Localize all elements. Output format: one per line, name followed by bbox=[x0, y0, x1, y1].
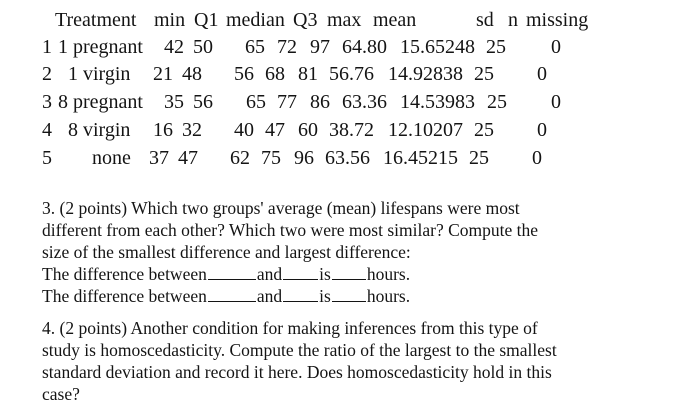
cell-missing: 0 bbox=[551, 91, 561, 113]
cell-missing: 0 bbox=[532, 147, 542, 169]
cell-missing: 0 bbox=[537, 63, 547, 85]
question-4-line: standard deviation and record it here. D… bbox=[42, 362, 552, 382]
cell-missing: 0 bbox=[551, 36, 561, 58]
cell-sd: 12.10207 bbox=[388, 119, 463, 141]
cell-n: 25 bbox=[487, 91, 507, 113]
answer-blank-difference[interactable] bbox=[331, 264, 366, 280]
header-treatment: Treatment bbox=[55, 9, 137, 31]
answer-blank-group-a[interactable] bbox=[207, 264, 256, 280]
cell-mean: 64.80 bbox=[342, 36, 387, 58]
cell-sd: 14.53983 bbox=[400, 91, 475, 113]
header-min: min bbox=[154, 9, 186, 31]
cell-q3: 47 bbox=[265, 119, 285, 141]
answer-blank-group-a[interactable] bbox=[207, 286, 256, 302]
cell-sd: 16.45215 bbox=[383, 147, 458, 169]
cell-sd: 15.65248 bbox=[400, 36, 475, 58]
cell-max: 96 bbox=[294, 147, 314, 169]
fill-in-is: is bbox=[319, 286, 331, 306]
cell-mean: 56.76 bbox=[329, 63, 374, 85]
cell-mean: 63.56 bbox=[325, 147, 370, 169]
cell-min: 21 bbox=[153, 63, 173, 85]
cell-q3: 75 bbox=[261, 147, 281, 169]
fill-in-and: and bbox=[256, 286, 283, 306]
header-sd: sd bbox=[476, 9, 494, 31]
cell-treatment: none bbox=[92, 147, 131, 169]
row-index: 5 bbox=[42, 147, 52, 169]
cell-sd: 14.92838 bbox=[388, 63, 463, 85]
cell-max: 81 bbox=[298, 63, 318, 85]
question-3-line: different from each other? Which two wer… bbox=[42, 220, 538, 240]
cell-treatment: 8 virgin bbox=[68, 119, 131, 141]
cell-q3: 77 bbox=[277, 91, 297, 113]
cell-mean: 63.36 bbox=[342, 91, 387, 113]
cell-max: 86 bbox=[310, 91, 330, 113]
cell-median: 65 bbox=[246, 91, 266, 113]
cell-median: 40 bbox=[234, 119, 254, 141]
header-q3: Q3 bbox=[293, 9, 318, 31]
row-index: 4 bbox=[42, 119, 52, 141]
cell-q1: 56 bbox=[193, 91, 213, 113]
cell-missing: 0 bbox=[537, 119, 547, 141]
header-mean: mean bbox=[373, 9, 417, 31]
header-median: median bbox=[226, 9, 285, 31]
cell-min: 35 bbox=[164, 91, 184, 113]
fill-in-line-largest: The difference between and is hours. bbox=[42, 263, 682, 285]
header-q1: Q1 bbox=[194, 9, 219, 31]
fill-in-prefix: The difference between bbox=[42, 286, 207, 306]
row-index: 3 bbox=[42, 91, 52, 113]
cell-n: 25 bbox=[469, 147, 489, 169]
header-n: n bbox=[508, 9, 518, 31]
cell-q1: 50 bbox=[193, 36, 213, 58]
cell-n: 25 bbox=[474, 119, 494, 141]
header-max: max bbox=[327, 9, 362, 31]
cell-q1: 48 bbox=[182, 63, 202, 85]
cell-q3: 68 bbox=[265, 63, 285, 85]
question-4: 4. (2 points) Another condition for maki… bbox=[42, 317, 682, 405]
question-3: 3. (2 points) Which two groups' average … bbox=[42, 197, 682, 307]
cell-median: 65 bbox=[245, 36, 265, 58]
cell-treatment: 1 pregnant bbox=[58, 36, 143, 58]
fill-in-is: is bbox=[319, 264, 331, 284]
cell-min: 42 bbox=[164, 36, 184, 58]
cell-min: 16 bbox=[153, 119, 173, 141]
cell-median: 62 bbox=[230, 147, 250, 169]
cell-q3: 72 bbox=[277, 36, 297, 58]
cell-treatment: 1 virgin bbox=[68, 63, 131, 85]
row-index: 2 bbox=[42, 63, 52, 85]
answer-blank-group-b[interactable] bbox=[283, 286, 319, 302]
fill-in-and: and bbox=[256, 264, 283, 284]
cell-mean: 38.72 bbox=[329, 119, 374, 141]
cell-treatment: 8 pregnant bbox=[58, 91, 143, 113]
question-3-line: 3. (2 points) Which two groups' average … bbox=[42, 198, 520, 218]
fill-in-suffix: hours. bbox=[366, 286, 411, 306]
cell-n: 25 bbox=[474, 63, 494, 85]
question-4-line: study is homoscedasticity. Compute the r… bbox=[42, 340, 557, 360]
row-index: 1 bbox=[42, 36, 52, 58]
fill-in-prefix: The difference between bbox=[42, 264, 207, 284]
cell-max: 97 bbox=[310, 36, 330, 58]
cell-min: 37 bbox=[149, 147, 169, 169]
question-3-line: size of the smallest difference and larg… bbox=[42, 242, 411, 262]
summary-statistics-table: Treatment min Q1 median Q3 max mean sd n… bbox=[0, 0, 700, 180]
answer-blank-difference[interactable] bbox=[331, 286, 366, 302]
cell-median: 56 bbox=[234, 63, 254, 85]
question-4-line: case? bbox=[42, 384, 80, 404]
cell-n: 25 bbox=[486, 36, 506, 58]
header-missing: missing bbox=[526, 9, 589, 31]
cell-q1: 47 bbox=[178, 147, 198, 169]
answer-blank-group-b[interactable] bbox=[283, 264, 319, 280]
question-4-line: 4. (2 points) Another condition for maki… bbox=[42, 318, 538, 338]
fill-in-suffix: hours. bbox=[366, 264, 411, 284]
cell-q1: 32 bbox=[182, 119, 202, 141]
cell-max: 60 bbox=[298, 119, 318, 141]
fill-in-line-smallest: The difference between and is hours. bbox=[42, 285, 682, 307]
